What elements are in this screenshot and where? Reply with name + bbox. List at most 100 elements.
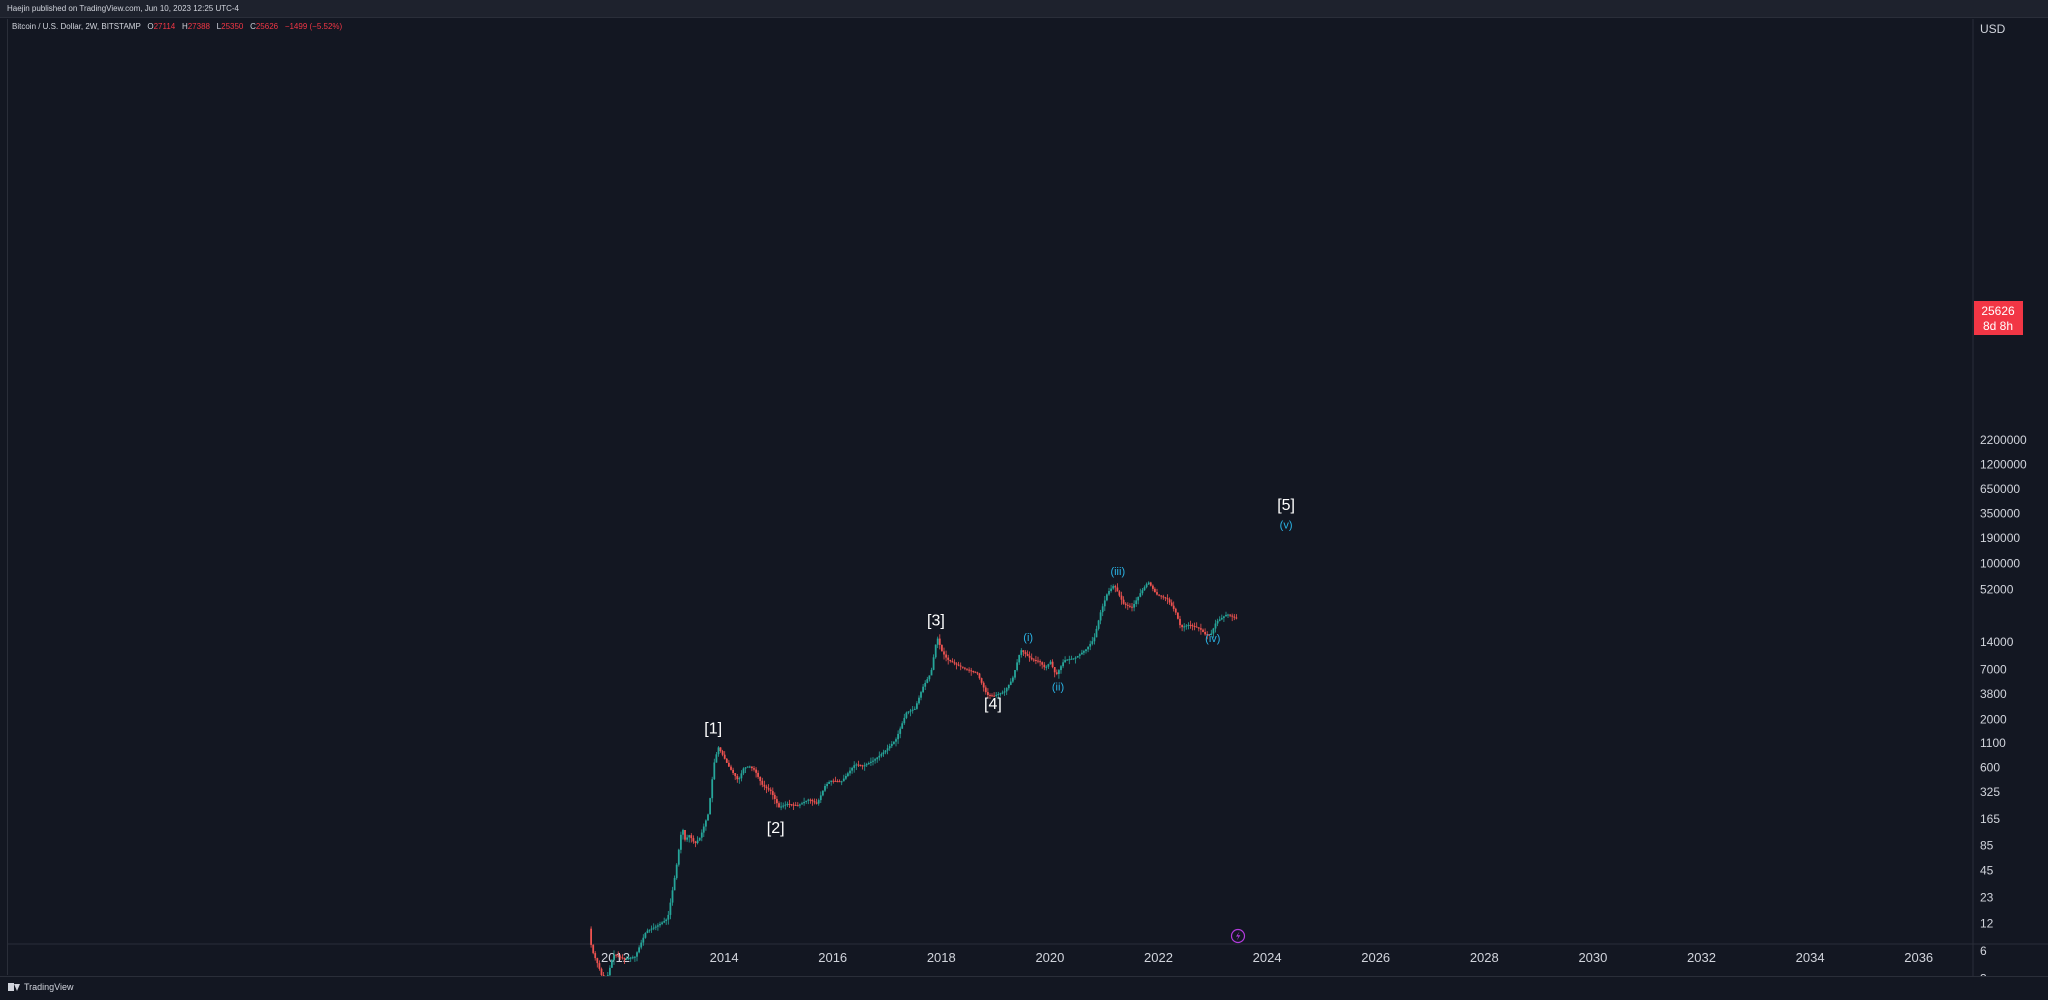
candle-body — [652, 927, 655, 929]
candle-body — [989, 695, 991, 696]
candle-body — [1189, 624, 1192, 626]
candle-body — [702, 826, 705, 833]
candle-body — [1014, 670, 1016, 678]
symbol-legend[interactable]: Bitcoin / U.S. Dollar, 2W, BITSTAMP O271… — [12, 22, 342, 31]
candle-body — [667, 914, 670, 920]
wave-label-primary[interactable]: [4] — [984, 696, 1002, 713]
tradingview-logo[interactable]: TradingView — [8, 982, 74, 992]
candle-body — [1089, 643, 1092, 647]
candle-body — [1097, 620, 1100, 629]
y-tick-label: 100000 — [1980, 556, 2020, 570]
candle-body — [1235, 617, 1238, 619]
candle-body — [817, 800, 820, 804]
candle-body — [596, 958, 599, 964]
y-tick-label: 12 — [1980, 916, 1994, 930]
candle-body — [705, 820, 707, 827]
candle-body — [1037, 660, 1039, 662]
candle-body — [1156, 592, 1158, 595]
candle-body — [1139, 593, 1142, 597]
candle-body — [955, 663, 958, 665]
candle-body — [1152, 585, 1154, 589]
candle-body — [1172, 605, 1175, 609]
candle-body — [1066, 659, 1069, 661]
candle-body — [957, 664, 960, 666]
wave-label-minor[interactable]: (iii) — [1110, 566, 1125, 578]
candle-body — [682, 830, 684, 835]
candle-body — [753, 768, 755, 770]
candle-body — [709, 798, 711, 815]
candle-body — [938, 638, 941, 645]
candle-body — [1007, 684, 1010, 689]
candle-body — [780, 806, 782, 808]
candle-body — [836, 781, 839, 783]
candle-body — [991, 695, 993, 697]
candle-body — [759, 776, 762, 781]
x-tick-label: 2018 — [927, 950, 956, 965]
candle-body — [748, 766, 751, 768]
candle-body — [692, 838, 695, 842]
publish-info: Haejin published on TradingView.com, Jun… — [0, 0, 2048, 18]
candle-body — [799, 804, 801, 806]
candle-body — [642, 937, 645, 943]
candle-body — [613, 954, 615, 960]
candle-body — [665, 919, 668, 921]
candle-body — [886, 748, 889, 751]
price-axis[interactable]: 2200000 1200000 650000 350000 190000 100000 52… — [1980, 433, 2027, 976]
candle-body — [1126, 604, 1129, 606]
candle-body — [801, 803, 803, 805]
candle-body — [1143, 587, 1146, 591]
candle-body — [1149, 582, 1152, 586]
candle-body — [761, 780, 764, 785]
wave-label-minor[interactable]: (v) — [1280, 520, 1293, 532]
candle-body — [1030, 657, 1033, 660]
candle-body — [602, 975, 605, 976]
candle-body — [834, 780, 837, 782]
candle-body — [1154, 588, 1156, 593]
time-axis[interactable]: 2012 2014 2016 2018 2020 2022 2024 2026 2028 2030… — [601, 950, 1933, 965]
x-tick-label: 2016 — [818, 950, 847, 965]
wave-label-primary[interactable]: [5] — [1277, 497, 1295, 514]
wave-label-minor[interactable]: (i) — [1023, 632, 1033, 644]
candle-body — [644, 932, 647, 938]
candle-body — [1231, 615, 1234, 617]
candle-body — [1005, 688, 1008, 692]
candle-body — [876, 757, 879, 760]
y-tick-label: 3 — [1980, 972, 1987, 976]
candle-body — [690, 835, 693, 839]
candle-body — [1108, 591, 1110, 595]
candle-body — [872, 760, 874, 762]
candle-body — [832, 780, 835, 782]
y-tick-label: 350000 — [1980, 507, 2020, 521]
candle-body — [953, 662, 956, 664]
candle-body — [922, 686, 924, 693]
chart-canvas[interactable]: USD 2200000 1200000 650000 350000 190000 1000… — [0, 0, 2048, 976]
wave-label-primary[interactable]: [2] — [767, 820, 785, 837]
candle-body — [1229, 614, 1231, 616]
candle-body — [794, 804, 797, 806]
candle-body — [819, 795, 822, 801]
wave-label-minor[interactable]: (iv) — [1205, 633, 1220, 645]
candle-body — [1145, 584, 1148, 588]
candle-body — [1158, 594, 1160, 596]
candle-body — [673, 878, 676, 891]
wave-label-minor[interactable]: (ii) — [1052, 682, 1064, 694]
candle-body — [1214, 623, 1217, 629]
candle-body — [1166, 598, 1169, 600]
candle-body — [959, 665, 962, 667]
candle-body — [1060, 666, 1062, 671]
candle-body — [631, 957, 634, 959]
candle-body — [782, 805, 785, 807]
lightning-icon[interactable] — [1230, 928, 1246, 944]
candle-body — [1162, 596, 1165, 598]
wave-label-primary[interactable]: [1] — [704, 721, 722, 738]
candle-body — [1024, 652, 1027, 654]
candle-body — [751, 766, 753, 769]
candle-body — [615, 954, 617, 956]
candle-body — [1103, 600, 1106, 607]
candle-body — [1047, 664, 1050, 667]
wave-label-primary[interactable]: [3] — [927, 613, 945, 630]
candle-body — [609, 967, 611, 976]
candle-body — [625, 958, 628, 960]
candle-body — [736, 776, 739, 780]
candle-body — [1197, 627, 1200, 629]
